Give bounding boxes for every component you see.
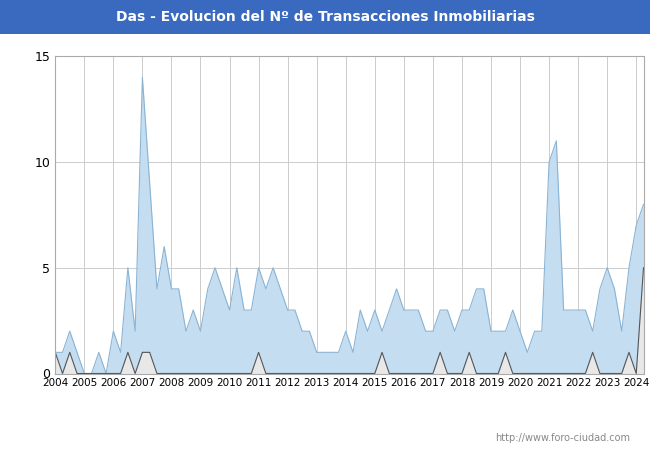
Text: Das - Evolucion del Nº de Transacciones Inmobiliarias: Das - Evolucion del Nº de Transacciones …: [116, 10, 534, 24]
Text: http://www.foro-ciudad.com: http://www.foro-ciudad.com: [495, 433, 630, 443]
